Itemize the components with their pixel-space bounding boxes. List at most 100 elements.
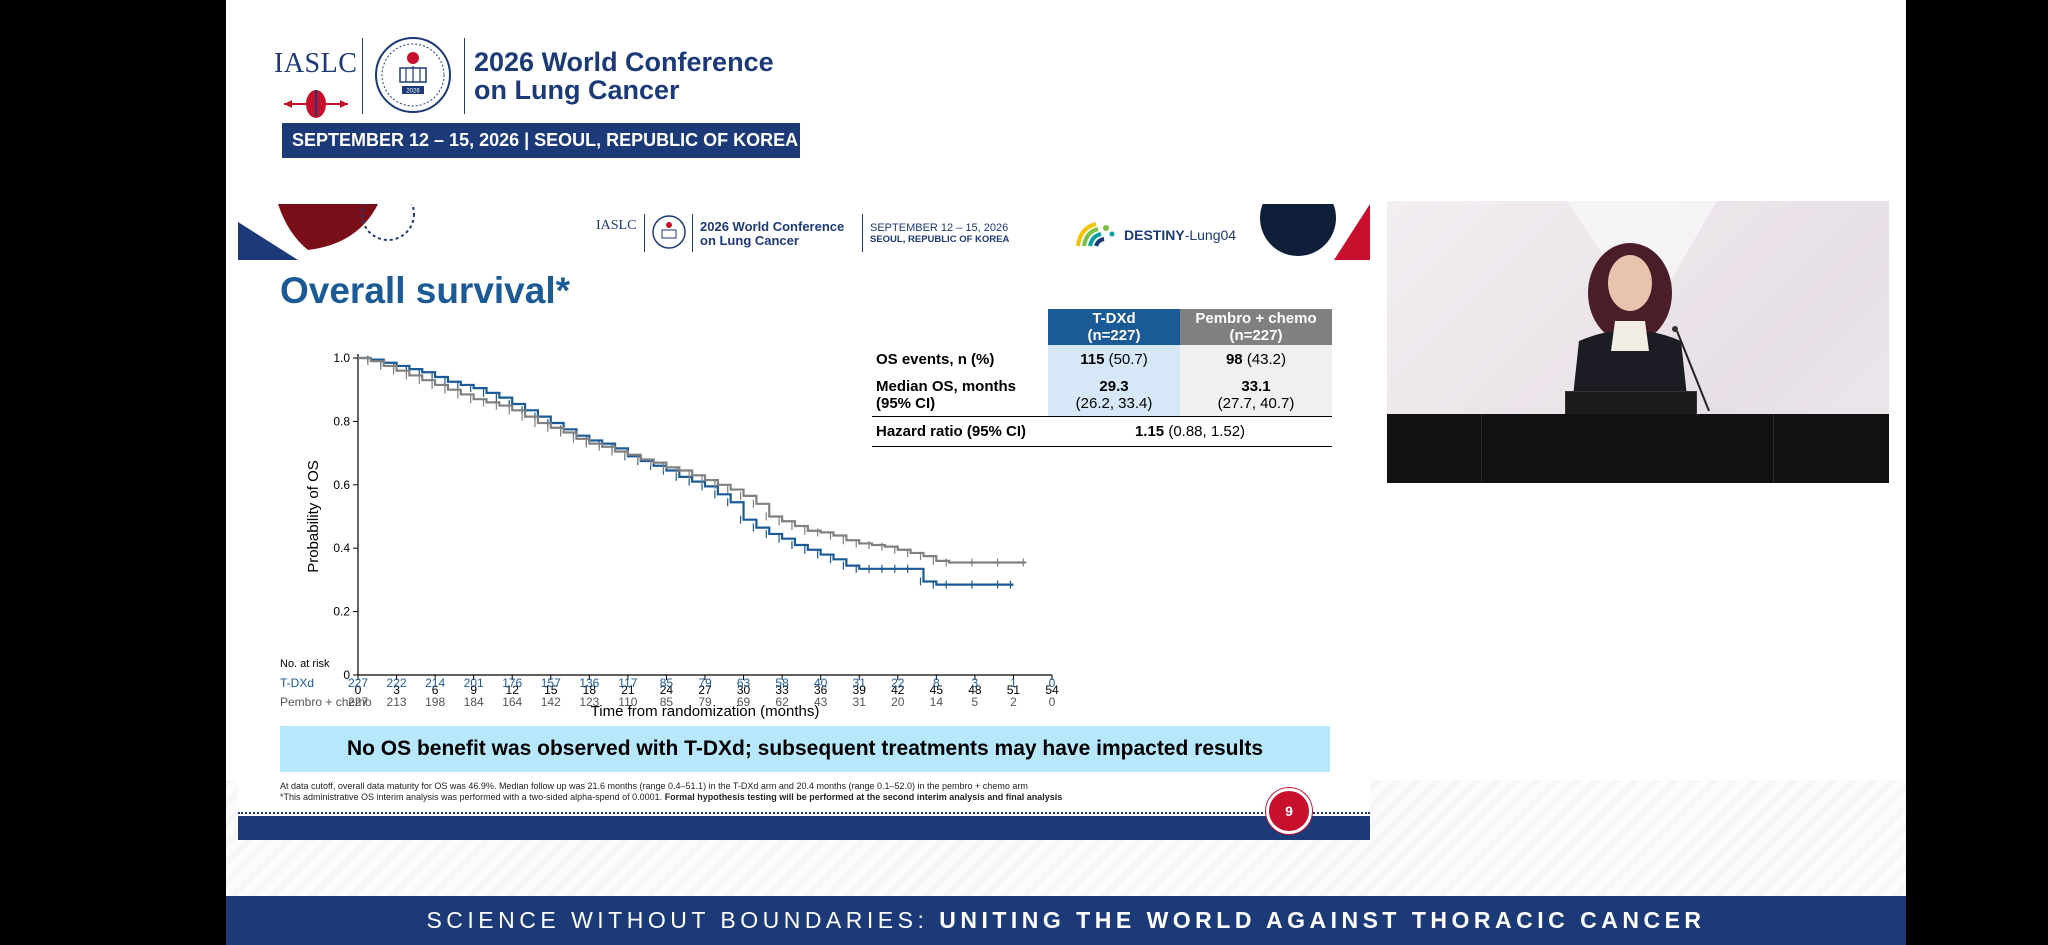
at-risk-tdxd-value: 1 <box>1010 676 1017 690</box>
x-tick-label: 9 <box>470 683 477 697</box>
table-row: Hazard ratio (95% CI) 1.15 (0.88, 1.52) <box>872 416 1332 447</box>
x-tick-label: 27 <box>698 683 712 697</box>
page-number-badge: 9 <box>1266 788 1312 834</box>
footnote-2-text: *This administrative OS interim analysis… <box>280 792 665 802</box>
slide-bottom-bar <box>238 816 1370 840</box>
y-axis-label: Probability of OS <box>305 460 322 573</box>
slide-dates-line1: SEPTEMBER 12 – 15, 2026 <box>870 222 1009 234</box>
header-divider <box>362 38 363 114</box>
slide-conference-dates: SEPTEMBER 12 – 15, 2026 SEOUL, REPUBLIC … <box>870 222 1040 246</box>
x-tick-label: 54 <box>1045 683 1059 697</box>
at-risk-pembro-value: 43 <box>813 695 828 709</box>
slide-conference-title-line2: on Lung Cancer <box>700 233 799 248</box>
slide-corner-decoration <box>238 204 415 260</box>
tagline-bar: SCIENCE WITHOUT BOUNDARIES: UNITING THE … <box>226 896 1906 945</box>
hr-value-bold: 1.15 <box>1134 423 1165 440</box>
tdxd-value: 29.3 (26.2, 33.4) <box>1048 374 1180 417</box>
tdxd-value-rest: (50.7) <box>1104 351 1148 368</box>
at-risk-pembro-value: 14 <box>929 695 943 709</box>
row-label: Median OS, months (95% CI) <box>872 374 1048 417</box>
tdxd-value: 115 (50.7) <box>1048 345 1180 374</box>
at-risk-pembro-value: 2 <box>1010 695 1017 709</box>
conference-dates: SEPTEMBER 12 – 15, 2026 | SEOUL, REPUBLI… <box>282 123 800 158</box>
pembro-value-bold: 33.1 <box>1241 378 1271 395</box>
y-tick-label: 0.4 <box>333 541 350 555</box>
podium-seam <box>1481 414 1482 483</box>
svg-text:2026: 2026 <box>406 89 420 95</box>
trial-logo: DESTINY-Lung04 <box>1074 220 1274 252</box>
at-risk-pembro-value: 5 <box>971 695 979 709</box>
row-label-line2: (95% CI) <box>876 395 936 412</box>
series-line-pembro <box>358 356 1027 564</box>
at-risk-pembro-label: Pembro + chemo <box>280 695 372 709</box>
conference-header: IASLC 2026 2026 World Conference on Lung… <box>274 34 800 164</box>
x-tick-label: 18 <box>583 683 597 697</box>
x-tick-label: 45 <box>930 683 944 697</box>
at-risk-tdxd-value: 3 <box>971 676 979 690</box>
y-tick-label: 0 <box>343 668 350 682</box>
at-risk-tdxd-value: 136 <box>579 676 600 690</box>
x-tick-label: 48 <box>968 683 982 697</box>
at-risk-tdxd-value: 40 <box>813 676 828 690</box>
slide-bottom-dots <box>238 812 1370 815</box>
at-risk-tdxd-value: 214 <box>425 676 446 690</box>
row-label: OS events, n (%) <box>876 351 995 368</box>
col-pembro-label: Pembro + chemo <box>1195 310 1317 327</box>
x-tick-label: 51 <box>1007 683 1021 697</box>
y-tick-label: 0.6 <box>333 478 350 492</box>
at-risk-tdxd-value: 157 <box>540 676 561 690</box>
stage: IASLC 2026 2026 World Conference on Lung… <box>226 0 1906 945</box>
table-row: OS events, n (%) 115 (50.7) 98 (43.2) <box>872 345 1332 374</box>
tagline-light: SCIENCE WITHOUT BOUNDARIES: <box>426 907 940 933</box>
pembro-value-bold: 98 <box>1225 351 1243 368</box>
footnote-1: At data cutoff, overall data maturity fo… <box>280 781 1028 791</box>
row-label-line1: Median OS, months <box>876 378 1017 395</box>
conference-seal-icon: 2026 <box>375 37 451 113</box>
at-risk-pembro-value: 164 <box>502 695 523 709</box>
at-risk-pembro-value: 62 <box>775 695 789 709</box>
at-risk-tdxd-value: 58 <box>775 676 789 690</box>
pembro-value: 98 (43.2) <box>1180 345 1332 374</box>
y-tick-label: 0.2 <box>333 605 350 619</box>
x-tick-label: 21 <box>621 683 635 697</box>
speaker-figure <box>1567 201 1717 415</box>
tdxd-value-bold: 29.3 <box>1099 378 1129 395</box>
presentation-slide: IASLC 2026 World Conference on Lung Canc… <box>238 204 1370 840</box>
at-risk-pembro-value: 79 <box>698 695 712 709</box>
conclusion-banner: No OS benefit was observed with T-DXd; s… <box>280 726 1330 772</box>
hr-value: 1.15 (0.88, 1.52) <box>1048 416 1332 447</box>
at-risk-pembro-value: 31 <box>852 695 866 709</box>
col-pembro-n: (n=227) <box>1229 327 1283 344</box>
x-tick-label: 15 <box>544 683 558 697</box>
at-risk-pembro-value: 85 <box>659 695 674 709</box>
at-risk-tdxd-value: 0 <box>1048 676 1056 690</box>
at-risk-pembro-value: 142 <box>540 695 561 709</box>
x-tick-label: 33 <box>775 683 789 697</box>
at-risk-pembro-value: 123 <box>579 695 600 709</box>
footnote-2: *This administrative OS interim analysis… <box>280 792 1062 802</box>
x-tick-label: 39 <box>853 683 867 697</box>
pembro-value-rest: (27.7, 40.7) <box>1217 395 1295 412</box>
x-tick-label: 42 <box>891 683 905 697</box>
col-header-pembro: Pembro + chemo (n=227) <box>1180 309 1332 345</box>
at-risk-table: No. at risk T-DXd Pembro + chemo 227 222 2… <box>280 656 1370 716</box>
y-tick-label: 0.8 <box>333 414 350 428</box>
col-header-tdxd: T-DXd (n=227) <box>1048 309 1180 345</box>
slide-header-divider <box>644 214 645 252</box>
pembro-value: 33.1 (27.7, 40.7) <box>1180 374 1332 417</box>
at-risk-tdxd-value: 227 <box>347 676 369 690</box>
tdxd-value-bold: 115 <box>1080 351 1105 368</box>
header-divider <box>464 38 465 114</box>
podium-monitor <box>1565 391 1697 415</box>
col-tdxd-n: (n=227) <box>1087 327 1141 344</box>
x-tick-label: 24 <box>660 683 674 697</box>
at-risk-pembro-value: 184 <box>463 695 484 709</box>
x-axis-label: Time from randomization (months) <box>591 703 820 720</box>
slide-seal-icon <box>652 215 686 249</box>
at-risk-pembro-value: 0 <box>1048 695 1056 709</box>
slide-dates-line2: SEOUL, REPUBLIC OF KOREA <box>870 234 1010 245</box>
conference-org: IASLC <box>274 48 358 79</box>
col-tdxd-label: T-DXd <box>1092 310 1136 327</box>
tdxd-value-rest: (26.2, 33.4) <box>1075 395 1153 412</box>
x-tick-label: 30 <box>737 683 751 697</box>
